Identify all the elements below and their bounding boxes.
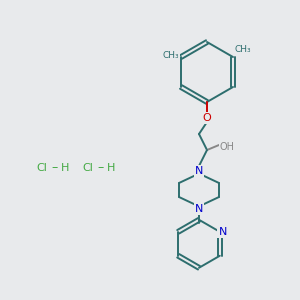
- Text: OH: OH: [220, 142, 235, 152]
- Text: CH₃: CH₃: [163, 52, 179, 61]
- Text: Cl: Cl: [82, 163, 93, 173]
- Text: –: –: [98, 161, 104, 175]
- Text: H: H: [61, 163, 69, 173]
- Text: CH₃: CH₃: [235, 46, 251, 55]
- Text: N: N: [195, 204, 203, 214]
- Text: O: O: [202, 113, 211, 123]
- Text: H: H: [107, 163, 115, 173]
- Text: N: N: [195, 166, 203, 176]
- Text: –: –: [52, 161, 58, 175]
- Text: Cl: Cl: [37, 163, 47, 173]
- Text: N: N: [219, 227, 227, 237]
